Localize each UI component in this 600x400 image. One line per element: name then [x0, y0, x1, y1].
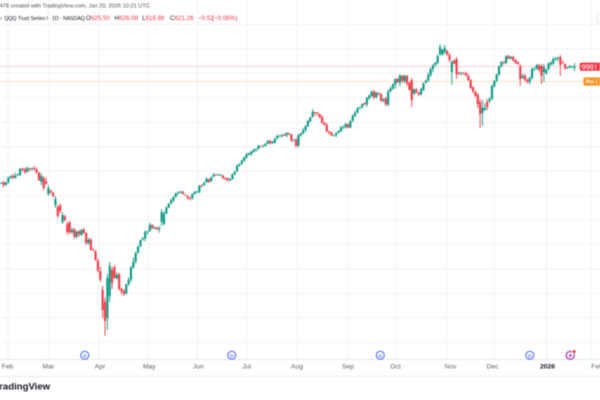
svg-text:May: May — [143, 364, 156, 371]
svg-text:D: D — [528, 353, 532, 359]
svg-text:QQQ: QQQ — [582, 64, 594, 70]
svg-text:Sep: Sep — [342, 364, 354, 371]
svg-text:Mar: Mar — [43, 364, 55, 371]
svg-text:Jun: Jun — [193, 364, 204, 371]
svg-text:Aug: Aug — [291, 364, 303, 371]
svg-text:Pre: Pre — [586, 79, 594, 85]
svg-text:Oct: Oct — [390, 364, 401, 371]
svg-text:478 created with TradingView.c: 478 created with TradingView.com, Jan 20… — [0, 4, 150, 10]
svg-text:QQQ Trust Series I · 1D · NASD: QQQ Trust Series I · 1D · NASDAQ — [4, 16, 84, 22]
svg-text:Jul: Jul — [242, 364, 251, 371]
svg-text:TradingView: TradingView — [0, 381, 51, 392]
svg-text:D: D — [230, 353, 234, 359]
svg-text:Invesco: Invesco — [0, 16, 2, 22]
svg-text:Feb: Feb — [591, 364, 600, 371]
svg-text:Dec: Dec — [487, 364, 500, 371]
svg-text:D: D — [379, 353, 383, 359]
svg-text:Apr: Apr — [95, 364, 106, 371]
svg-text:2026: 2026 — [540, 364, 555, 371]
svg-text:D: D — [83, 353, 87, 359]
svg-text:Nov: Nov — [445, 364, 458, 371]
svg-text:Feb: Feb — [2, 364, 14, 371]
